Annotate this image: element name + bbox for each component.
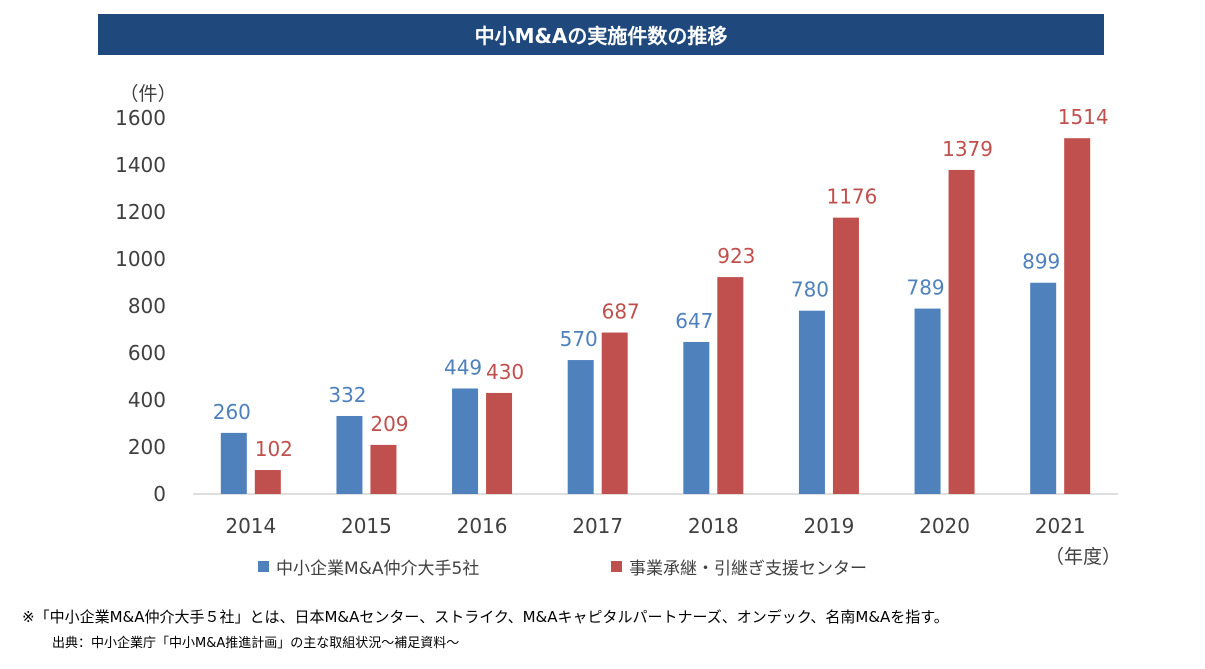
bar-series-1	[220, 432, 247, 494]
bar-series-1	[567, 360, 594, 494]
data-label-series-1: 780	[791, 278, 829, 302]
bar-series-1	[336, 415, 363, 494]
data-label-series-2: 1379	[942, 137, 993, 161]
bar-series-2	[601, 332, 628, 494]
bar-series-2	[948, 169, 975, 494]
footnote: ※「中小企業M&A仲介大手５社」とは、日本M&Aセンター、ストライク、M&Aキャ…	[22, 608, 949, 626]
data-label-series-2: 1514	[1058, 105, 1109, 129]
x-tick-label: 2018	[688, 514, 739, 538]
x-tick-label: 2017	[572, 514, 623, 538]
data-label-series-1: 260	[213, 400, 251, 424]
y-tick-label: 1200	[115, 200, 166, 224]
data-label-series-1: 789	[906, 276, 944, 300]
chart-title: 中小M&Aの実施件数の推移	[98, 14, 1104, 55]
x-tick-label: 2015	[341, 514, 392, 538]
data-label-series-2: 687	[602, 300, 640, 324]
data-label-series-1: 899	[1022, 250, 1060, 274]
legend-label: 中小企業M&A仲介大手5社	[276, 559, 479, 579]
y-tick-label: 1600	[115, 106, 166, 130]
bar-series-2	[832, 217, 859, 494]
data-label-series-1: 570	[560, 327, 598, 351]
data-label-series-2: 209	[370, 412, 408, 436]
x-tick-label: 2020	[919, 514, 970, 538]
bar-series-2	[486, 392, 513, 494]
data-label-series-2: 1176	[826, 185, 877, 209]
bar-series-2	[370, 444, 397, 494]
data-label-series-2: 430	[486, 360, 524, 384]
y-tick-label: 1400	[115, 153, 166, 177]
x-tick-label: 2014	[225, 514, 276, 538]
data-label-series-1: 449	[444, 355, 482, 379]
data-label-series-1: 332	[328, 383, 366, 407]
bar-series-1	[914, 308, 941, 494]
y-tick-label: 800	[128, 294, 166, 318]
bar-series-1	[452, 388, 479, 494]
y-axis-label: （件）	[119, 83, 176, 105]
bar-series-2	[1064, 138, 1091, 494]
y-tick-label: 600	[128, 341, 166, 365]
y-tick-label: 1000	[115, 247, 166, 271]
data-label-series-1: 647	[675, 309, 713, 333]
bar-series-1	[1030, 282, 1057, 494]
data-label-series-2: 102	[255, 437, 293, 461]
legend-label: 事業承継・引継ぎ支援センター	[629, 559, 867, 579]
bar-series-1	[798, 310, 825, 494]
legend-swatch	[258, 561, 269, 572]
x-tick-label: 2021	[1035, 514, 1086, 538]
x-tick-label: 2019	[803, 514, 854, 538]
x-tick-label: 2016	[457, 514, 508, 538]
x-axis-label: （年度）	[1045, 546, 1121, 568]
y-tick-label: 400	[128, 388, 166, 412]
legend-swatch	[611, 561, 622, 572]
bar-series-1	[683, 341, 710, 494]
y-tick-label: 200	[128, 435, 166, 459]
source-note: 出典：中小企業庁「中小M&A推進計画」の主な取組状況～補足資料～	[52, 636, 460, 651]
bar-series-2	[717, 277, 744, 494]
bar-series-2	[254, 470, 281, 494]
y-tick-label: 0	[153, 482, 166, 506]
data-label-series-2: 923	[717, 244, 755, 268]
